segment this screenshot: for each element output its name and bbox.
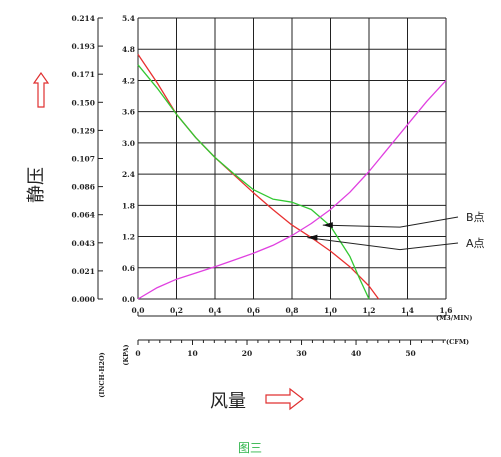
- chart-labels: (INCH-H2O) (KPA) (M3/MIN) (CFM) 静压 风量 图三: [26, 167, 472, 455]
- cfm-tick-label: 20: [242, 349, 252, 358]
- x-tick-label: 0.0: [131, 306, 144, 315]
- y-tick-label-inch: 0.214: [72, 14, 96, 23]
- x-unit-primary: (M3/MIN): [436, 314, 472, 322]
- x-tick-label: 0.2: [170, 306, 183, 315]
- cfm-tick-label: 10: [187, 349, 197, 358]
- y-tick-label-kpa: 4.8: [122, 45, 135, 54]
- x-tick-label: 1.0: [324, 306, 337, 315]
- y-axis-title: 静压: [26, 167, 47, 203]
- x-tick-label: 0.8: [285, 306, 298, 315]
- cfm-tick-label: 40: [351, 349, 361, 358]
- x-tick-label: 1.6: [439, 306, 452, 315]
- annotation-leader-line: [322, 216, 459, 228]
- series-line-3: [137, 79, 447, 300]
- chart-series: [137, 54, 447, 300]
- y-tick-label-inch: 0.193: [72, 42, 96, 51]
- series-line-1: [137, 54, 380, 300]
- annotation-arrowhead: [322, 222, 333, 229]
- y-tick-label-inch: 0.043: [72, 239, 96, 248]
- y-tick-label-inch: 0.150: [72, 98, 96, 107]
- cfm-tick-label: 0: [135, 349, 140, 358]
- x-tick-label: 0.6: [247, 306, 260, 315]
- cfm-tick-label: 50: [405, 349, 415, 358]
- y-tick-label-kpa: 2.4: [122, 170, 135, 179]
- arrow-right-icon: [265, 387, 304, 411]
- y-tick-label-kpa: 1.8: [122, 201, 135, 210]
- y-tick-label-kpa: 5.4: [122, 14, 135, 23]
- x-unit-secondary: (CFM): [446, 338, 469, 346]
- y-tick-label-kpa: 3.6: [122, 108, 135, 117]
- y-tick-label-inch: 0.086: [72, 183, 96, 192]
- y-tick-label-inch: 0.021: [72, 267, 96, 276]
- y-tick-label-kpa: 4.2: [122, 76, 135, 85]
- chart-annotations: B点 A点: [307, 211, 485, 251]
- annotation-label: B点: [466, 211, 485, 224]
- y-tick-label-inch: 0.171: [72, 70, 96, 79]
- y-tick-label-kpa: 1.2: [122, 233, 135, 242]
- cfm-tick-label: 30: [296, 349, 306, 358]
- annotation-arrowhead: [307, 234, 318, 241]
- series-line-2: [137, 64, 370, 300]
- y-tick-label-inch: 0.129: [72, 126, 96, 135]
- chart-grid: [137, 17, 447, 300]
- figure-caption: 图三: [238, 441, 262, 455]
- x-tick-label: 1.2: [362, 306, 375, 315]
- y-tick-label-inch: 0.064: [72, 211, 96, 220]
- y-tick-label-kpa: 0.0: [122, 295, 135, 304]
- arrow-up-icon: [32, 71, 50, 108]
- y-tick-label-kpa: 0.6: [122, 264, 135, 273]
- y-tick-label-kpa: 3.0: [122, 139, 135, 148]
- annotation-label: A点: [466, 237, 485, 250]
- x-axis-title: 风量: [210, 391, 246, 412]
- x-tick-label: 1.4: [401, 306, 414, 315]
- y-tick-label-inch: 0.107: [72, 155, 96, 164]
- annotation-leader-line: [307, 237, 459, 251]
- y-unit-primary: (INCH-H2O): [98, 352, 106, 397]
- x-tick-label: 0.4: [208, 306, 221, 315]
- y-tick-label-inch: 0.000: [72, 295, 96, 304]
- y-unit-secondary: (KPA): [122, 344, 130, 365]
- chart-axes: 0.0 0.2 0.4 0.6 0.8 1.0 1.2 1.4 1.6 0.0 0.6 1.2 1.8 2…: [72, 14, 453, 358]
